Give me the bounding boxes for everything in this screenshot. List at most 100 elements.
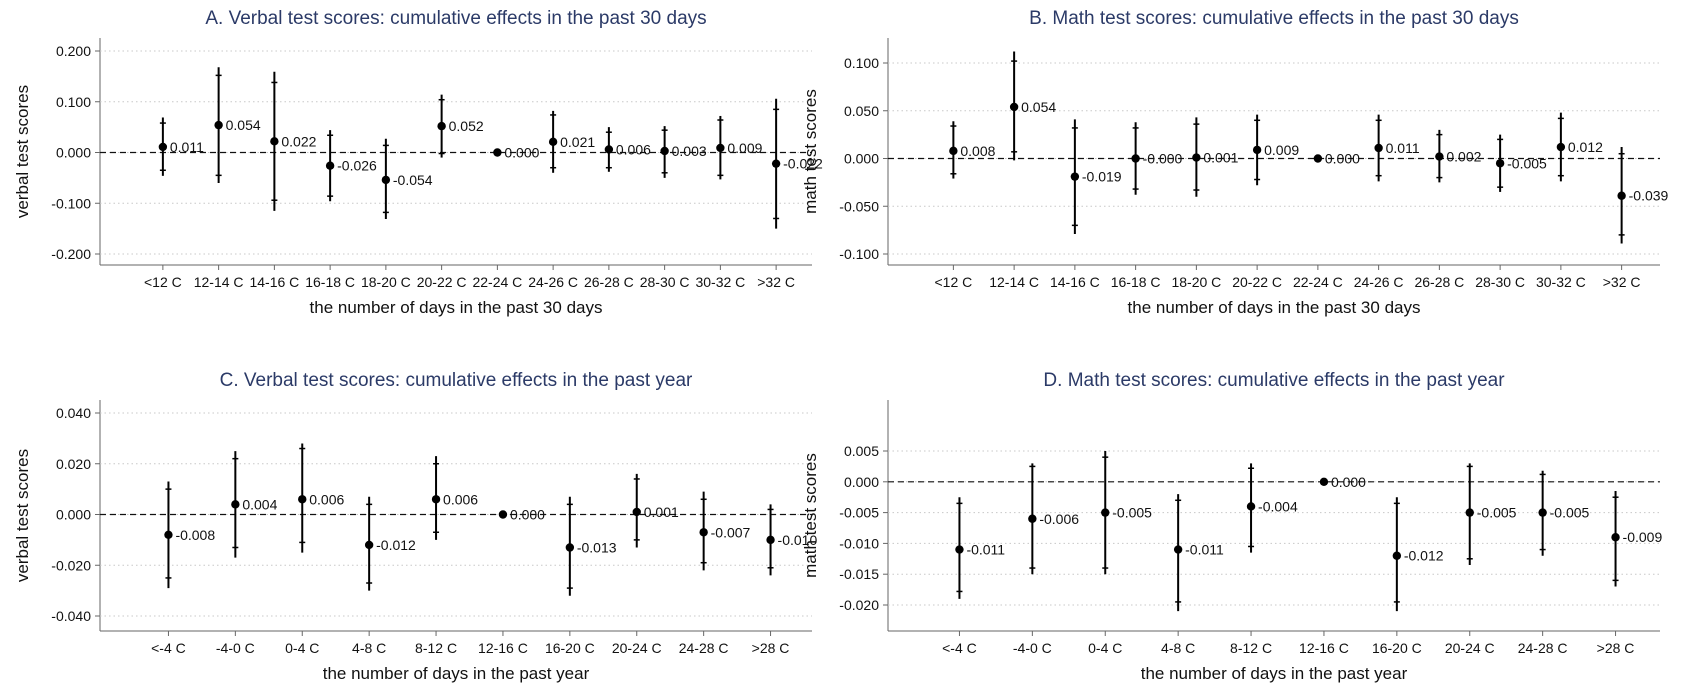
x-tick-label: 26-28 C bbox=[1414, 274, 1464, 290]
x-tick-label: 4-8 C bbox=[352, 640, 386, 656]
point-estimate bbox=[498, 510, 508, 519]
point-estimate bbox=[1319, 477, 1329, 486]
point-estimate bbox=[1101, 508, 1110, 517]
data-label: 0.022 bbox=[281, 133, 316, 149]
x-tick-label: 22-24 C bbox=[1293, 274, 1343, 290]
x-tick-label: 14-16 C bbox=[249, 274, 299, 290]
y-tick-label: -0.020 bbox=[839, 597, 879, 613]
panel-title: D. Math test scores: cumulative effects … bbox=[1043, 370, 1505, 391]
point-estimate bbox=[364, 540, 374, 550]
data-label: 0.000 bbox=[510, 507, 545, 523]
x-tick-label: 18-20 C bbox=[1171, 274, 1221, 290]
point-estimate bbox=[1617, 191, 1626, 200]
y-tick-label: -0.200 bbox=[51, 246, 91, 262]
point-estimate bbox=[270, 137, 279, 146]
x-tick-label: 18-20 C bbox=[361, 274, 411, 290]
y-tick-label: 0.100 bbox=[56, 94, 91, 110]
data-label: 0.011 bbox=[1386, 140, 1420, 156]
point-estimate bbox=[381, 175, 391, 185]
point-estimate bbox=[1173, 545, 1183, 554]
point-estimate bbox=[164, 530, 173, 539]
point-estimate bbox=[1313, 154, 1323, 163]
data-label: 0.012 bbox=[1568, 139, 1603, 155]
point-estimate bbox=[1028, 514, 1037, 523]
data-label: 0.021 bbox=[560, 134, 595, 150]
data-label: -0.005 bbox=[1477, 505, 1517, 521]
y-tick-label: -0.020 bbox=[51, 557, 91, 573]
point-estimate bbox=[158, 142, 168, 152]
x-tick-label: 16-20 C bbox=[1372, 640, 1422, 656]
x-tick-label: -4-0 C bbox=[216, 640, 255, 656]
point-estimate bbox=[1246, 502, 1256, 511]
y-tick-label: -0.100 bbox=[51, 195, 91, 211]
x-tick-label: 20-24 C bbox=[1445, 640, 1495, 656]
x-tick-label: >28 C bbox=[752, 640, 790, 656]
data-label: -0.022 bbox=[783, 156, 823, 172]
y-tick-label: 0.000 bbox=[844, 474, 879, 490]
data-label: -0.005 bbox=[1550, 505, 1590, 521]
data-label: -0.012 bbox=[376, 537, 416, 553]
x-tick-label: 24-28 C bbox=[679, 640, 729, 656]
point-estimate bbox=[1131, 154, 1140, 163]
data-label: 0.001 bbox=[1203, 150, 1238, 166]
point-estimate bbox=[1070, 172, 1080, 181]
x-axis-label: the number of days in the past 30 days bbox=[310, 298, 603, 317]
point-estimate bbox=[565, 543, 575, 552]
point-estimate bbox=[604, 145, 614, 154]
data-label: 0.054 bbox=[226, 117, 261, 133]
x-axis-label: the number of days in the past year bbox=[1141, 664, 1408, 683]
y-tick-label: -0.100 bbox=[839, 246, 879, 262]
point-estimate bbox=[431, 495, 441, 504]
x-tick-label: <-4 C bbox=[942, 640, 977, 656]
x-tick-label: >32 C bbox=[757, 274, 795, 290]
x-tick-label: 24-26 C bbox=[528, 274, 578, 290]
point-estimate bbox=[325, 161, 335, 170]
y-tick-label: 0.050 bbox=[844, 103, 879, 119]
x-tick-label: 30-32 C bbox=[695, 274, 745, 290]
panel-b: B. Math test scores: cumulative effects … bbox=[801, 8, 1669, 317]
point-estimate bbox=[298, 495, 307, 504]
y-axis-label: verbal test scores bbox=[13, 85, 32, 218]
x-tick-label: -4-0 C bbox=[1013, 640, 1052, 656]
point-estimate bbox=[1374, 143, 1383, 153]
x-tick-label: 16-18 C bbox=[305, 274, 355, 290]
point-estimate bbox=[1392, 551, 1402, 560]
data-label: 0.003 bbox=[672, 143, 707, 159]
data-label: 0.054 bbox=[1021, 99, 1056, 115]
data-label: 0.011 bbox=[170, 139, 204, 155]
panel-d: D. Math test scores: cumulative effects … bbox=[801, 370, 1662, 683]
x-tick-label: 20-22 C bbox=[417, 274, 467, 290]
point-estimate bbox=[231, 500, 240, 509]
point-estimate bbox=[493, 148, 502, 157]
x-tick-label: 4-8 C bbox=[1161, 640, 1195, 656]
y-axis-label: math test scores bbox=[801, 89, 820, 214]
y-tick-label: 0.000 bbox=[844, 151, 879, 167]
x-tick-label: 0-4 C bbox=[285, 640, 319, 656]
data-label: 0.008 bbox=[960, 143, 995, 159]
data-label: 0.009 bbox=[1264, 142, 1299, 158]
point-estimate bbox=[214, 120, 223, 130]
x-tick-label: 28-30 C bbox=[640, 274, 690, 290]
x-tick-label: <12 C bbox=[935, 274, 973, 290]
data-label: 0.001 bbox=[644, 504, 679, 520]
panel-a: A. Verbal test scores: cumulative effect… bbox=[13, 8, 823, 317]
x-tick-label: 28-30 C bbox=[1475, 274, 1525, 290]
data-label: -0.005 bbox=[1507, 155, 1547, 171]
point-estimate bbox=[660, 146, 669, 156]
data-label: 0.000 bbox=[1325, 151, 1360, 167]
y-tick-label: -0.050 bbox=[839, 198, 879, 214]
data-label: 0.000 bbox=[504, 145, 539, 161]
x-tick-label: 12-14 C bbox=[989, 274, 1039, 290]
x-tick-label: 12-16 C bbox=[1299, 640, 1349, 656]
y-tick-label: 0.000 bbox=[56, 507, 91, 523]
y-tick-label: -0.040 bbox=[51, 608, 91, 624]
data-label: -0.010 bbox=[778, 532, 818, 548]
point-estimate bbox=[1611, 533, 1620, 542]
data-label: 0.002 bbox=[1446, 149, 1481, 165]
y-tick-label: 0.040 bbox=[56, 405, 91, 421]
point-estimate bbox=[1495, 159, 1505, 168]
data-label: -0.011 bbox=[1185, 542, 1224, 558]
data-label: 0.000 bbox=[1331, 474, 1366, 490]
x-tick-label: 8-12 C bbox=[415, 640, 457, 656]
y-tick-label: -0.015 bbox=[839, 566, 879, 582]
